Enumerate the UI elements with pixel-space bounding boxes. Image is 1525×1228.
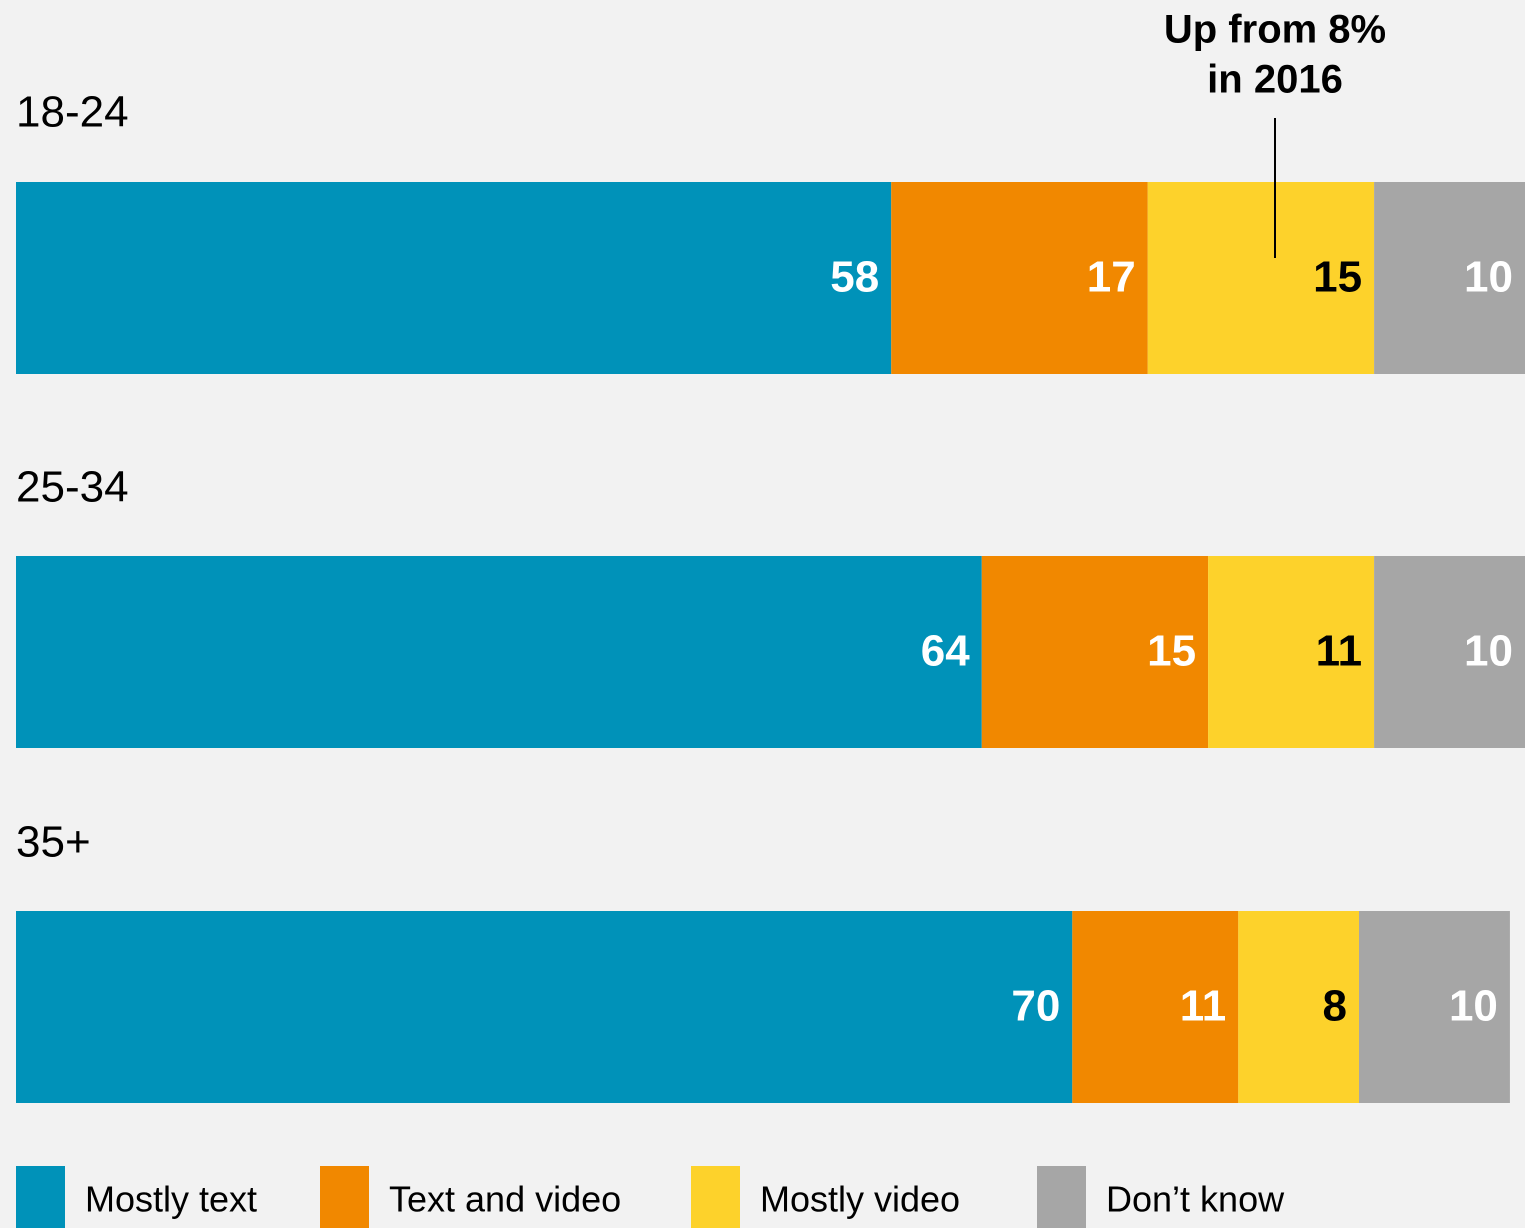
bar-segment <box>1147 182 1375 374</box>
data-label: 11 <box>1180 982 1227 1031</box>
legend-label: Mostly video <box>760 1179 960 1220</box>
bar-segment <box>891 182 1148 374</box>
bar-segment <box>1238 911 1360 1103</box>
data-label: 17 <box>1087 253 1136 302</box>
category-label: 25-34 <box>16 463 129 512</box>
data-label: 10 <box>1464 253 1513 302</box>
legend-label: Text and video <box>389 1179 621 1220</box>
annotation: in 2016 <box>1207 58 1343 102</box>
bar-segment <box>1359 911 1510 1103</box>
legend-swatch <box>1037 1166 1086 1228</box>
data-label: 10 <box>1464 627 1513 676</box>
bar-segment <box>1208 556 1375 748</box>
data-label: 10 <box>1449 982 1498 1031</box>
category-label: 35+ <box>16 818 91 867</box>
data-label: 70 <box>1011 982 1060 1031</box>
legend-swatch <box>691 1166 740 1228</box>
data-label: 8 <box>1323 982 1347 1031</box>
category-label: 18-24 <box>16 88 129 137</box>
bar-segment <box>1374 182 1525 374</box>
bar-segment <box>1072 911 1239 1103</box>
legend-swatch <box>320 1166 369 1228</box>
data-label: 11 <box>1316 627 1363 676</box>
bar-segment <box>16 911 1073 1103</box>
bar-segment <box>16 182 892 374</box>
bar-segment <box>981 556 1209 748</box>
legend-label: Mostly text <box>85 1179 257 1220</box>
annotation: Up from 8% <box>1164 8 1386 52</box>
bar-segment <box>1374 556 1525 748</box>
bar-segment <box>16 556 982 748</box>
data-label: 15 <box>1313 253 1362 302</box>
legend-label: Don’t know <box>1106 1179 1285 1220</box>
data-label: 15 <box>1147 627 1196 676</box>
legend-swatch <box>16 1166 65 1228</box>
data-label: 58 <box>830 253 879 302</box>
data-label: 64 <box>921 627 970 676</box>
